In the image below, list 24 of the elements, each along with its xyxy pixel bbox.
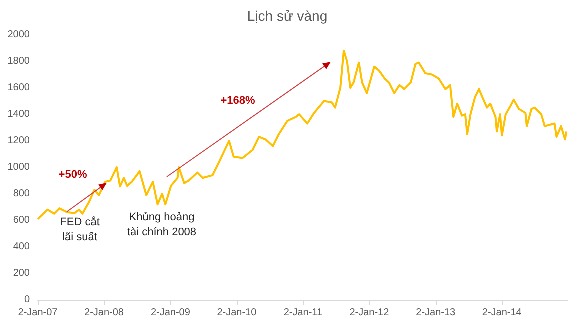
y-tick-label: 1800 [8,56,30,67]
y-tick-label: 800 [13,188,30,200]
y-tick-label: 400 [13,242,30,252]
annotation: FED cắt lãi suất [60,216,100,244]
y-tick-label: 200 [13,268,30,279]
annotation: +168% [220,95,256,107]
annotation: +50% [58,169,88,181]
y-tick-label: 1200 [8,136,30,146]
chart-title: Lịch sử vàng [247,8,328,24]
y-tick-label: 1000 [8,162,30,173]
y-tick-label: 600 [13,215,30,226]
x-tick-label: 2-Jan-12 [350,308,390,318]
y-tick-label: 1400 [8,109,30,120]
x-tick-label: 2-Jan-11 [284,308,323,318]
y-tick-label: 0 [24,294,30,306]
x-tick-label: 2-Jan-10 [217,308,258,318]
x-tick-label: 2-Jan-14 [482,308,522,318]
x-tick-label: 2-Jan-13 [416,308,456,318]
x-tick-label: 2-Jan-08 [84,308,124,318]
x-tick-label: 2-Jan-07 [18,308,58,318]
x-tick-label: 2-Jan-09 [150,308,191,318]
y-tick-label: 1600 [8,82,30,94]
y-tick-label: 2000 [8,30,30,40]
annotation: Khủng hoảng tài chính 2008 [127,212,197,238]
